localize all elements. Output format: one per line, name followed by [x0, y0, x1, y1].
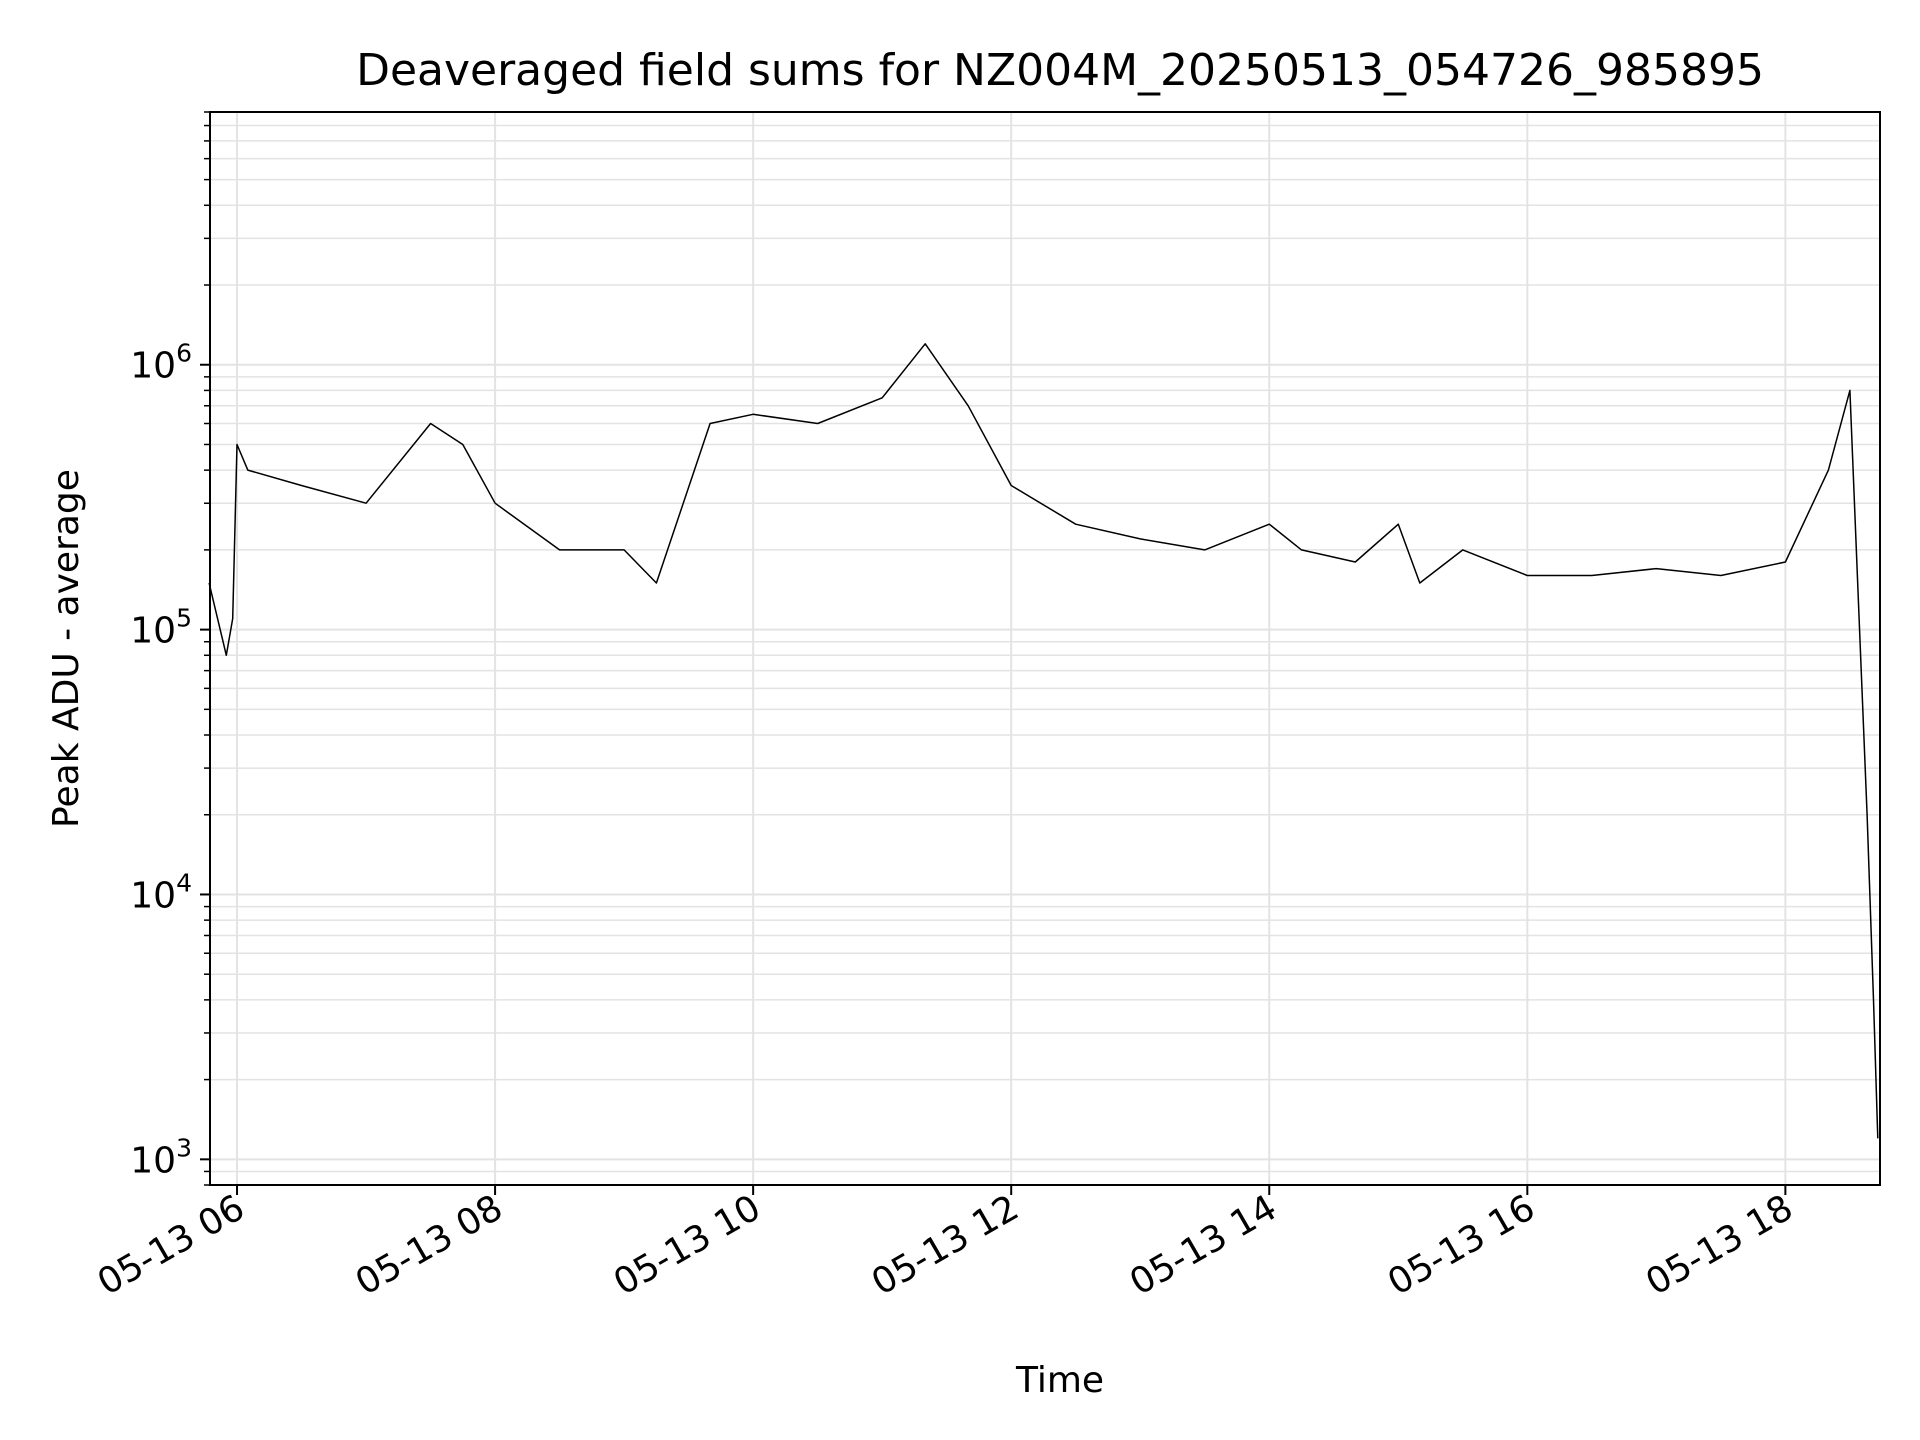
chart-title: Deaveraged field sums for NZ004M_2025051… — [356, 45, 1764, 96]
y-tick-label: 106 — [130, 339, 192, 387]
grid — [210, 111, 1880, 1186]
y-tick-label: 104 — [130, 868, 192, 916]
y-tick-label: 103 — [130, 1133, 192, 1181]
y-axis-label: Peak ADU - average — [46, 469, 87, 828]
series-layer — [208, 343, 1879, 1139]
x-axis-label: Time — [1015, 1360, 1104, 1401]
y-tick-label: 105 — [130, 604, 192, 652]
series-line — [208, 343, 1879, 1139]
plot-frame — [209, 111, 1881, 1186]
